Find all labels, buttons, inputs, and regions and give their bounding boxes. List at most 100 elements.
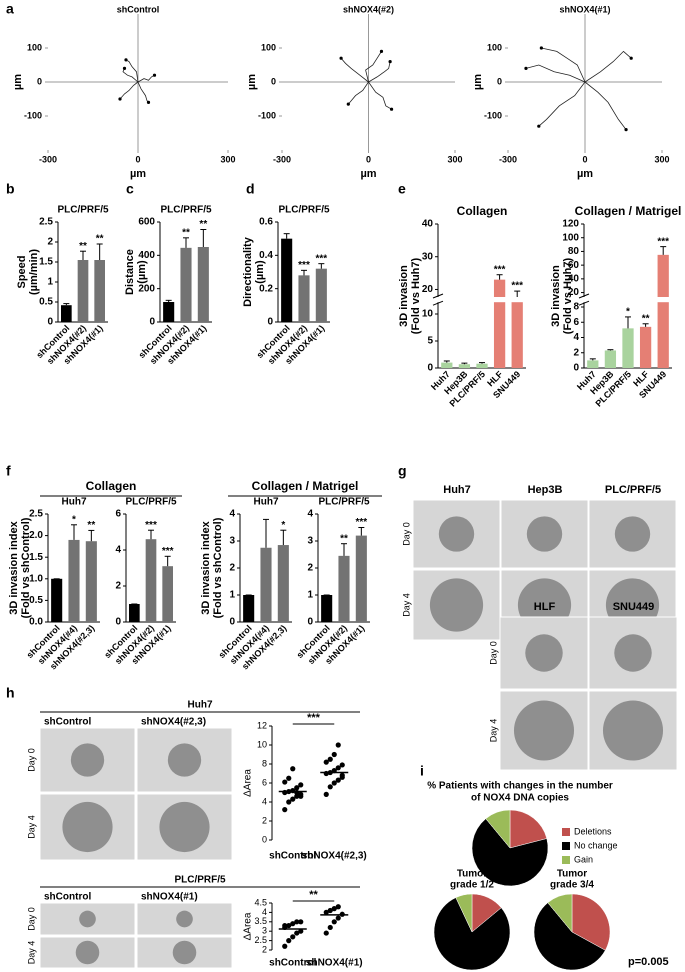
- spheroid: [526, 516, 563, 552]
- y-axis-label: (Fold vs shControl): [212, 517, 224, 618]
- axis-break: [578, 297, 674, 303]
- y-tick-label: 12: [257, 720, 267, 730]
- y-tick-label: 0: [37, 76, 42, 86]
- x-tick-label: shControl: [269, 851, 316, 862]
- pie-slice: [485, 809, 511, 849]
- y-tick-label: 0.2: [259, 283, 273, 294]
- pie-title: Tumor: [557, 869, 587, 880]
- y-tick-label: 0: [229, 617, 235, 628]
- bar: [298, 275, 310, 322]
- pie-title: grade 3/4: [550, 880, 594, 891]
- track-end: [389, 107, 394, 111]
- y-tick-label: 2.0: [29, 530, 43, 541]
- y-tick-label: 8: [262, 758, 267, 768]
- dot: [327, 924, 333, 931]
- y-tick-label: 1: [47, 277, 53, 288]
- significance: ***: [657, 236, 669, 247]
- dot: [298, 782, 304, 788]
- significance: **: [182, 227, 190, 238]
- y-tick-label: 0.5: [39, 297, 53, 308]
- spheroid: [602, 700, 664, 761]
- dot: [331, 751, 337, 758]
- chart-title: of NOX4 DNA copies: [471, 793, 569, 804]
- significance: **: [309, 889, 318, 901]
- y-tick-label: 4: [229, 509, 235, 520]
- track: [125, 59, 139, 83]
- legend-label: Gain: [574, 854, 593, 864]
- dot: [286, 922, 292, 929]
- spheroid: [614, 634, 652, 672]
- x-tick-label: shControl: [269, 958, 316, 969]
- track: [122, 68, 139, 83]
- spheroid: [176, 910, 193, 928]
- significance: ***: [355, 517, 367, 528]
- bar: [511, 299, 523, 368]
- bar: [260, 547, 272, 622]
- x-axis-label: µm: [360, 168, 376, 180]
- y-tick-label: 2: [307, 563, 313, 574]
- y-tick-label: 0: [47, 317, 53, 328]
- track: [340, 57, 369, 83]
- plot-title: shNOX4(#2): [343, 4, 394, 14]
- dot: [290, 796, 296, 802]
- dot: [331, 906, 337, 912]
- dot: [327, 756, 333, 762]
- spheroid: [429, 578, 484, 632]
- row-label: Day 0: [488, 641, 498, 665]
- y-tick-label: 1: [229, 590, 235, 601]
- row-label: Day 0: [26, 748, 36, 772]
- dot: [327, 907, 333, 914]
- column-label: Hep3B: [528, 484, 563, 496]
- panel-letter: a: [6, 1, 14, 17]
- y-tick-label: 0.6: [259, 217, 273, 228]
- y-axis-label: 3D invasion: [550, 265, 562, 327]
- significance: ***: [162, 546, 174, 557]
- bar: [77, 260, 89, 322]
- chart-title: PLC/PRF/5: [160, 205, 212, 216]
- pie-slice: [571, 893, 611, 951]
- y-tick-label: 40: [568, 273, 580, 284]
- y-axis-label: Directionality: [242, 236, 254, 307]
- y-axis-label: ΔArea: [243, 912, 254, 940]
- panel-letter: f: [6, 463, 11, 479]
- y-tick-label: 1.5: [39, 257, 53, 268]
- bar: [94, 260, 105, 322]
- y-tick-label: 1: [307, 590, 313, 601]
- track-end: [624, 128, 628, 132]
- dot: [294, 789, 300, 796]
- track: [538, 81, 586, 127]
- dot: [290, 921, 296, 927]
- significance: ***: [298, 260, 310, 271]
- spheroid: [172, 940, 197, 965]
- y-tick-label: 3: [307, 536, 313, 547]
- track-end: [118, 97, 122, 101]
- pie-slice: [455, 893, 473, 933]
- y-tick-label: 0: [262, 834, 267, 844]
- y-tick-label: 1.0: [29, 573, 43, 584]
- bar: [197, 247, 209, 322]
- x-tick-label: 300: [447, 154, 462, 164]
- spheroid: [525, 634, 563, 672]
- dot: [335, 904, 341, 910]
- group-title: Collagen / Matrigel: [252, 479, 359, 493]
- track-end: [524, 66, 528, 70]
- bar: [476, 363, 488, 368]
- spheroid: [70, 743, 105, 777]
- y-tick-label: 100: [261, 42, 276, 52]
- track: [137, 74, 155, 83]
- y-tick-label: 2: [229, 563, 235, 574]
- row-label: Day 0: [26, 907, 36, 931]
- y-tick-label: 4: [262, 907, 267, 917]
- track: [368, 81, 392, 110]
- track: [584, 81, 627, 130]
- column-label: HLF: [534, 601, 556, 613]
- x-tick-label: -300: [499, 154, 517, 164]
- y-tick-label: 200: [138, 283, 155, 294]
- y-tick-label: 6: [262, 777, 267, 787]
- track: [525, 64, 586, 83]
- track: [119, 81, 139, 100]
- x-tick-label: 300: [654, 154, 669, 164]
- track: [541, 47, 586, 83]
- bar: [321, 595, 333, 622]
- y-tick-label: 100: [562, 232, 579, 243]
